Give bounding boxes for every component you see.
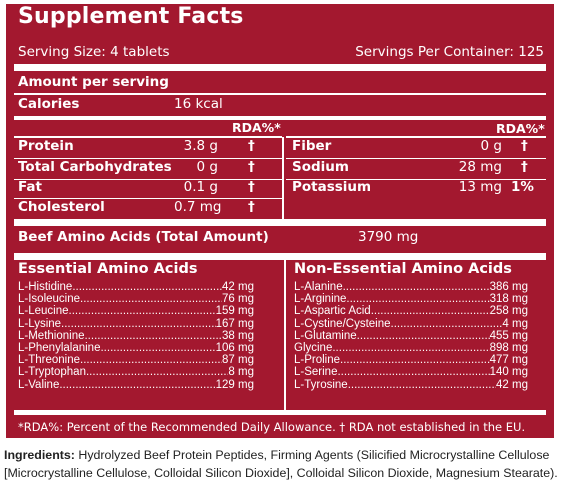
nutrient-rda: † bbox=[248, 179, 255, 195]
thick-divider bbox=[14, 219, 546, 226]
nutrient-rda: 1% bbox=[511, 179, 534, 195]
thick-divider bbox=[14, 253, 546, 260]
essential-heading: Essential Amino Acids bbox=[18, 261, 198, 277]
panel-title: Supplement Facts bbox=[18, 4, 244, 29]
nutrient-rda: † bbox=[248, 199, 255, 215]
calories-value: 16 kcal bbox=[174, 96, 223, 112]
servings-per-container: Servings Per Container: 125 bbox=[355, 44, 544, 60]
list-item: L-Glutamine455 mg bbox=[294, 330, 528, 342]
divider bbox=[14, 158, 282, 159]
list-item: L-Threonine87 mg bbox=[18, 354, 254, 366]
list-item: L-Aspartic Acid258 mg bbox=[294, 305, 528, 317]
amount-per-serving: Amount per serving bbox=[18, 74, 169, 90]
divider bbox=[286, 158, 546, 159]
list-item: L-Phenylalanine106 mg bbox=[18, 342, 254, 354]
nutrient-label: Cholesterol bbox=[18, 199, 105, 215]
calories-label: Calories bbox=[18, 96, 80, 112]
list-item: L-Proline477 mg bbox=[294, 354, 528, 366]
nutrient-rda: † bbox=[521, 138, 528, 154]
list-item: L-Arginine318 mg bbox=[294, 293, 528, 305]
nutrient-label: Fiber bbox=[292, 138, 332, 154]
list-item: L-Isoleucine76 mg bbox=[18, 293, 254, 305]
rda-header-left: RDA%* bbox=[232, 120, 281, 135]
divider bbox=[14, 136, 282, 138]
nutrient-amount: 28 mg bbox=[458, 159, 502, 175]
nutrient-amount: 3.8 g bbox=[183, 138, 218, 154]
nutrient-amount: 0 g bbox=[480, 138, 502, 154]
non-essential-list: L-Alanine386 mg L-Arginine318 mg L-Aspar… bbox=[294, 281, 528, 391]
serving-size: Serving Size: 4 tablets bbox=[18, 44, 170, 60]
divider bbox=[14, 93, 546, 95]
list-item: Glycine898 mg bbox=[294, 342, 528, 354]
thick-divider bbox=[14, 64, 546, 71]
medium-divider bbox=[14, 116, 546, 120]
list-item: L-Histidine42 mg bbox=[18, 281, 254, 293]
list-item: L-Serine140 mg bbox=[294, 366, 528, 378]
list-item: L-Cystine/Cysteine4 mg bbox=[294, 318, 528, 330]
nutrient-amount: 13 mg bbox=[458, 179, 502, 195]
nutrient-label: Potassium bbox=[292, 179, 372, 195]
rda-footnote: *RDA%: Percent of the Recommended Daily … bbox=[18, 420, 526, 434]
nutrient-label: Protein bbox=[18, 138, 74, 154]
list-item: L-Valine129 mg bbox=[18, 379, 254, 391]
supplement-facts-panel: Supplement Facts Serving Size: 4 tablets… bbox=[4, 2, 556, 440]
nutrient-rda: † bbox=[521, 159, 528, 175]
list-item: L-Leucine159 mg bbox=[18, 305, 254, 317]
list-item: L-Lysine167 mg bbox=[18, 318, 254, 330]
nutrient-label: Total Carbohydrates bbox=[18, 159, 172, 175]
list-item: L-Tryptophan8 mg bbox=[18, 366, 254, 378]
column-divider bbox=[284, 260, 286, 410]
divider bbox=[14, 179, 282, 180]
nutrient-rda: † bbox=[248, 159, 255, 175]
list-item: L-Methionine38 mg bbox=[18, 330, 254, 342]
non-essential-heading: Non-Essential Amino Acids bbox=[294, 261, 512, 277]
thick-divider bbox=[14, 410, 546, 415]
nutrient-label: Fat bbox=[18, 179, 42, 195]
ingredients-body: Hydrolyzed Beef Protein Peptides, Firmin… bbox=[4, 448, 558, 480]
divider bbox=[286, 179, 546, 180]
essential-list: L-Histidine42 mg L-Isoleucine76 mg L-Leu… bbox=[18, 281, 254, 391]
nutrient-amount: 0 g bbox=[196, 159, 218, 175]
beef-amino-value: 3790 mg bbox=[358, 229, 419, 245]
list-item: L-Alanine386 mg bbox=[294, 281, 528, 293]
column-divider bbox=[282, 137, 284, 219]
list-item: L-Tyrosine42 mg bbox=[294, 379, 528, 391]
ingredients-text: Ingredients: Hydrolyzed Beef Protein Pep… bbox=[4, 446, 564, 482]
ingredients-label: Ingredients: bbox=[4, 448, 75, 462]
rda-header-right: RDA%* bbox=[496, 121, 545, 136]
nutrient-label: Sodium bbox=[292, 159, 349, 175]
nutrient-amount: 0.1 g bbox=[183, 179, 218, 195]
beef-amino-label: Beef Amino Acids (Total Amount) bbox=[18, 229, 269, 245]
divider bbox=[14, 198, 282, 199]
nutrient-amount: 0.7 mg bbox=[174, 199, 222, 215]
nutrient-rda: † bbox=[248, 138, 255, 154]
divider bbox=[286, 136, 546, 138]
